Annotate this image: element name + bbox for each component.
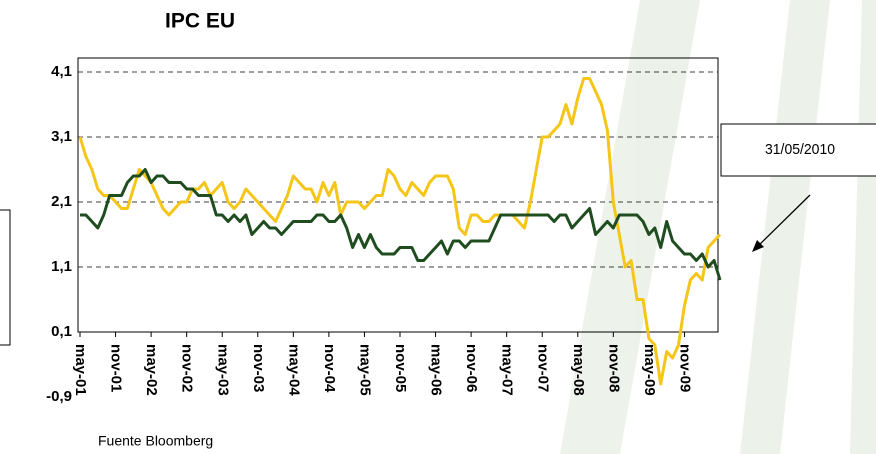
x-tick-label: nov-05 (392, 344, 409, 392)
x-tick-label: may-03 (214, 344, 231, 396)
x-tick-label: nov-06 (463, 344, 480, 392)
x-tick-label: may-09 (641, 344, 658, 396)
x-tick-label: may-02 (143, 344, 160, 396)
x-tick-label: nov-02 (179, 344, 196, 392)
side-frame (0, 209, 11, 346)
x-tick-label: may-08 (570, 344, 587, 396)
series-line (80, 168, 722, 281)
y-tick-label: 1,1 (51, 258, 72, 275)
source-note: Fuente Bloomberg (98, 433, 213, 449)
arrow-head (752, 240, 764, 252)
series-line (78, 77, 722, 386)
x-tick-label: nov-03 (250, 344, 267, 392)
x-tick-label: may-05 (356, 344, 373, 396)
x-tick-label: may-04 (285, 344, 302, 396)
x-tick-label: nov-01 (108, 344, 125, 392)
annotation-arrow (755, 194, 811, 249)
annotation: 31/05/2010 (765, 141, 835, 158)
x-tick-label: nov-08 (605, 344, 622, 392)
x-tick-label: may-01 (72, 344, 89, 396)
y-tick-label: 2,1 (51, 193, 72, 210)
y-tick-label: 4,1 (51, 63, 72, 80)
background-stripes (560, 0, 876, 454)
y-tick-label: 0,1 (51, 323, 72, 340)
x-tick-label: nov-09 (676, 344, 693, 392)
y-tick-label: 3,1 (51, 128, 72, 145)
x-tick-label: nov-04 (321, 344, 338, 393)
x-tick-label: may-06 (428, 344, 445, 396)
x-tick-label: may-07 (499, 344, 516, 396)
y-tick-label: -0,9 (46, 388, 72, 405)
annotation-box (720, 123, 876, 177)
plot-frame (77, 57, 719, 333)
x-tick-label: nov-07 (534, 344, 551, 392)
chart-title: IPC EU (165, 10, 235, 33)
